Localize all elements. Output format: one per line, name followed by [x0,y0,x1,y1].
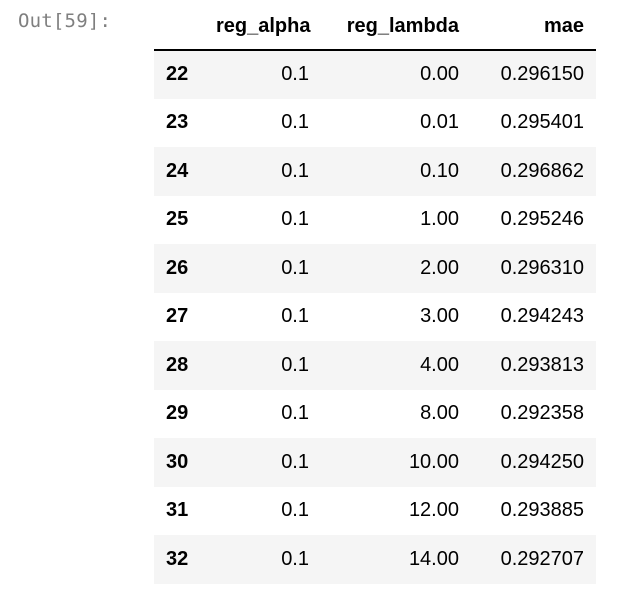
cell-reg-lambda: 4.00 [420,353,459,376]
header-row: reg_alpha reg_lambda mae [154,4,596,51]
row-index: 32 [166,547,189,570]
table-row: 22 0.1 0.00 0.296150 [154,50,596,99]
table-row: 25 0.1 1.00 0.295246 [154,196,596,245]
cell-reg-alpha: 0.1 [281,305,309,328]
cell-reg-lambda: 8.00 [420,402,459,425]
cell-reg-alpha: 0.1 [281,256,309,279]
table-row: 32 0.1 14.00 0.292707 [154,535,596,584]
column-header-mae: mae [471,4,596,51]
cell-mae: 0.293813 [500,353,584,376]
cell-mae: 0.295246 [500,208,584,231]
cell-reg-lambda: 14.00 [408,547,459,570]
table-row: 31 0.1 12.00 0.293885 [154,487,596,536]
row-index: 30 [166,450,189,473]
cell-mae: 0.296310 [500,256,584,279]
cell-reg-alpha: 0.1 [281,63,309,86]
cell-reg-alpha: 0.1 [281,499,309,522]
row-index: 23 [166,111,189,134]
cell-mae: 0.296862 [500,159,584,182]
table-row: 26 0.1 2.00 0.296310 [154,244,596,293]
cell-reg-lambda: 1.00 [420,208,459,231]
cell-reg-alpha: 0.1 [281,111,309,134]
cell-reg-lambda: 3.00 [420,305,459,328]
cell-reg-alpha: 0.1 [281,547,309,570]
row-index: 28 [166,353,189,376]
cell-mae: 0.294250 [500,450,584,473]
row-index: 27 [166,305,189,328]
output-area: reg_alpha reg_lambda mae 22 0.1 0.00 0.2… [154,4,596,584]
column-header-reg-alpha: reg_alpha [216,4,321,51]
cell-reg-lambda: 12.00 [408,499,459,522]
table-row: 30 0.1 10.00 0.294250 [154,438,596,487]
output-prompt: Out[59]: [18,10,112,32]
cell-reg-lambda: 0.10 [420,159,459,182]
cell-reg-lambda: 0.01 [420,111,459,134]
cell-reg-alpha: 0.1 [281,353,309,376]
cell-reg-alpha: 0.1 [281,159,309,182]
cell-reg-lambda: 2.00 [420,256,459,279]
dataframe-table: reg_alpha reg_lambda mae 22 0.1 0.00 0.2… [154,4,596,584]
cell-reg-lambda: 10.00 [408,450,459,473]
cell-reg-alpha: 0.1 [281,450,309,473]
row-index: 29 [166,402,189,425]
table-row: 27 0.1 3.00 0.294243 [154,293,596,342]
cell-reg-lambda: 0.00 [420,63,459,86]
index-header [154,4,216,51]
cell-reg-alpha: 0.1 [281,402,309,425]
cell-mae: 0.292358 [500,402,584,425]
row-index: 24 [166,159,189,182]
row-index: 31 [166,499,189,522]
cell-mae: 0.292707 [500,547,584,570]
table-row: 29 0.1 8.00 0.292358 [154,390,596,439]
table-row: 28 0.1 4.00 0.293813 [154,341,596,390]
cell-mae: 0.295401 [500,111,584,134]
table-row: 23 0.1 0.01 0.295401 [154,99,596,148]
cell-mae: 0.293885 [500,499,584,522]
row-index: 25 [166,208,189,231]
row-index: 22 [166,63,189,86]
column-header-reg-lambda: reg_lambda [321,4,471,51]
table-row: 24 0.1 0.10 0.296862 [154,147,596,196]
cell-reg-alpha: 0.1 [281,208,309,231]
row-index: 26 [166,256,189,279]
cell-mae: 0.296150 [500,63,584,86]
cell-mae: 0.294243 [500,305,584,328]
